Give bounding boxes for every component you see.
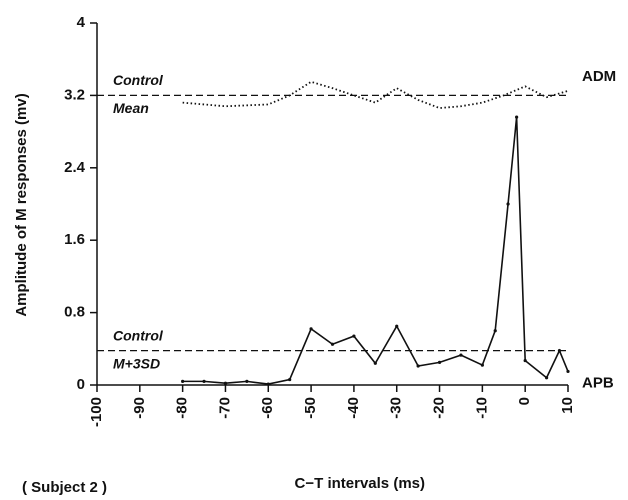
x-tick-label: -10 bbox=[473, 397, 490, 419]
y-tick-label: 0.8 bbox=[64, 304, 85, 321]
x-tick-label: -100 bbox=[88, 397, 105, 427]
data-point bbox=[557, 349, 562, 353]
data-point bbox=[245, 379, 249, 383]
reference-label: Control bbox=[113, 327, 164, 343]
reference-label: M+3SD bbox=[113, 355, 160, 371]
y-tick-label: 2.4 bbox=[64, 159, 86, 176]
data-point bbox=[459, 353, 463, 357]
series-label: APB bbox=[582, 374, 614, 391]
x-tick-label: -80 bbox=[174, 397, 191, 419]
subject-note: ( Subject 2 ) bbox=[22, 479, 107, 496]
data-point bbox=[223, 381, 228, 385]
data-point bbox=[523, 358, 527, 363]
data-point bbox=[506, 202, 510, 206]
y-tick-label: 0 bbox=[77, 376, 85, 393]
data-point bbox=[480, 363, 484, 367]
data-point bbox=[309, 327, 313, 331]
data-point bbox=[330, 342, 335, 346]
y-tick-label: 1.6 bbox=[64, 231, 85, 248]
series-label: ADM bbox=[582, 68, 616, 85]
data-point bbox=[181, 379, 185, 383]
series-line bbox=[182, 117, 569, 385]
y-tick-label: 3.2 bbox=[64, 86, 85, 103]
data-point bbox=[544, 376, 549, 380]
x-tick-label: -30 bbox=[388, 397, 405, 419]
data-point bbox=[493, 329, 497, 333]
data-point bbox=[352, 334, 356, 338]
x-tick-label: -90 bbox=[131, 397, 148, 419]
data-point bbox=[373, 361, 377, 365]
data-point bbox=[437, 360, 442, 364]
data-point bbox=[566, 369, 570, 374]
x-tick-label: -70 bbox=[216, 397, 233, 419]
data-point bbox=[515, 115, 519, 119]
y-axis-label: Amplitude of M responses (mv) bbox=[13, 93, 30, 316]
x-tick-label: -40 bbox=[345, 397, 362, 419]
x-tick-label: -20 bbox=[431, 397, 448, 419]
x-tick-label: 0 bbox=[516, 397, 533, 405]
data-point bbox=[266, 382, 270, 386]
reference-label: Mean bbox=[113, 100, 149, 116]
x-tick-label: 10 bbox=[559, 397, 576, 414]
data-point bbox=[395, 324, 399, 328]
x-tick-label: -50 bbox=[302, 397, 319, 419]
x-axis-label: C−T intervals (ms) bbox=[295, 475, 425, 492]
data-point bbox=[416, 364, 420, 368]
series-line bbox=[182, 80, 569, 109]
data-point bbox=[288, 377, 292, 382]
reference-label: Control bbox=[113, 72, 164, 88]
data-point bbox=[202, 379, 206, 383]
x-tick-label: -60 bbox=[259, 397, 276, 419]
y-tick-label: 4 bbox=[77, 14, 86, 31]
